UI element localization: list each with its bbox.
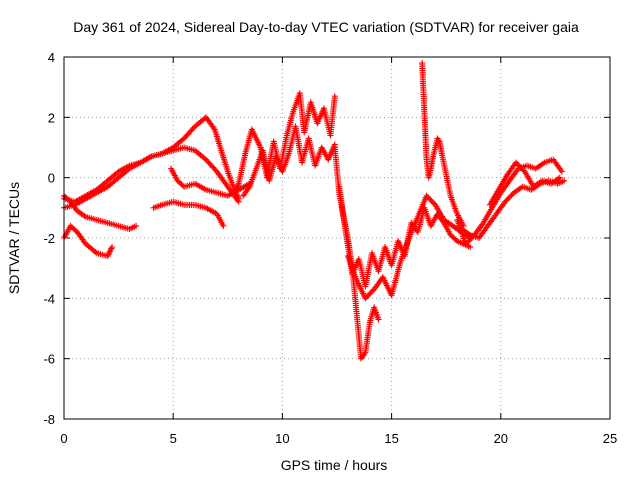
x-tick-label: 15 [384,431,398,446]
series-track-a [61,114,242,211]
x-tick-label: 10 [275,431,289,446]
y-tick-label: 4 [48,50,55,65]
series-track-o [486,159,563,208]
y-tick-label: -8 [43,412,55,427]
y-tick-labels: -8 -6 -4 -2 0 2 4 [43,50,55,427]
data-point [235,198,242,205]
y-tick-label: -4 [43,291,55,306]
data-point [92,248,99,255]
x-axis-label: GPS time / hours [281,457,388,473]
x-tick-label: 5 [170,431,177,446]
series-track-c [61,192,140,232]
y-axis-label: SDTVAR / TECUs [6,182,22,294]
series-track-b [61,144,242,205]
series-track-k [344,192,474,302]
x-tick-label: 25 [603,431,617,446]
data-point [331,93,338,100]
plot-frame [63,56,611,420]
y-tick-label: 2 [48,110,55,125]
x-tick-label: 20 [494,431,508,446]
series-track-e [150,198,227,229]
data-point [558,168,565,175]
y-tick-label: -6 [43,352,55,367]
chart-title: Day 361 of 2024, Sidereal Day-to-day VTE… [73,19,579,35]
data-marks [61,60,568,362]
x-tick-label: 0 [60,431,67,446]
data-point [561,177,568,184]
data-point [133,222,140,229]
series-track-j [336,183,474,290]
series-track-g [231,90,338,196]
series-track-d [61,222,116,260]
series-track-l [419,60,467,229]
y-tick-label: 0 [48,171,55,186]
data-point [556,174,563,181]
x-tick-labels: 0 5 10 15 20 25 [60,431,617,446]
series-track-h [240,123,338,199]
y-tick-label: -2 [43,231,55,246]
data-point [109,244,116,251]
data-point [220,222,227,229]
grid-lines [64,57,610,419]
data-point [375,316,382,323]
data-point [467,244,474,251]
